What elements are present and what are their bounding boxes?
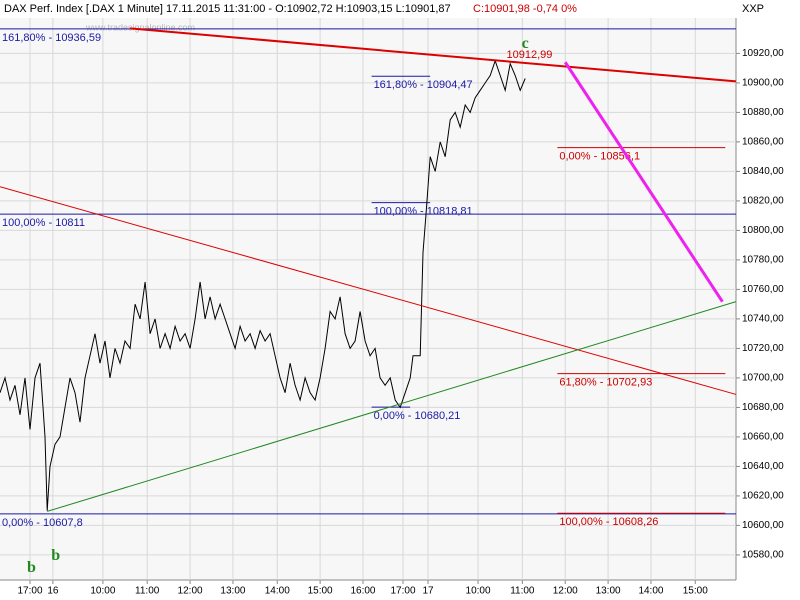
chart-title: DAX Perf. Index [.DAX 1 Minute] 17.11.20… <box>4 3 451 15</box>
y-tick-label: 10600,00 <box>742 520 784 531</box>
watermark: www.tradesignalonline.com <box>85 22 195 32</box>
price-line <box>0 59 526 511</box>
x-tick-label: 15:00 <box>308 586 333 597</box>
x-tick-label: 15:00 <box>683 586 708 597</box>
x-tick-label: 16:00 <box>350 586 375 597</box>
trendline <box>47 301 737 512</box>
trendline <box>0 186 737 395</box>
y-tick-label: 10800,00 <box>742 225 784 236</box>
x-tick-label: 14:00 <box>265 586 290 597</box>
y-tick-label: 10900,00 <box>742 78 784 89</box>
level-label: 0,00% - 10607,8 <box>2 517 83 529</box>
corner-label: XXP <box>742 3 764 15</box>
y-tick-label: 10760,00 <box>742 284 784 295</box>
level-label: 161,80% - 10904,47 <box>374 79 473 91</box>
x-tick-label: 17:00 <box>17 586 42 597</box>
x-tick-label: 10:00 <box>90 586 115 597</box>
trendline <box>129 27 737 83</box>
y-tick-label: 10580,00 <box>742 550 784 561</box>
x-tick-label: 13:00 <box>220 586 245 597</box>
annotation: 10912,99 <box>507 49 553 61</box>
level-label: 100,00% - 10818,81 <box>374 206 473 218</box>
x-tick-label: 13:00 <box>596 586 621 597</box>
x-tick-label: 12:00 <box>178 586 203 597</box>
y-tick-label: 10620,00 <box>742 491 784 502</box>
y-tick-label: 10820,00 <box>742 196 784 207</box>
x-tick-label: 11:00 <box>135 586 160 597</box>
x-tick-label: 17 <box>422 586 434 597</box>
annotation: b <box>51 547 60 564</box>
x-tick-label: 14:00 <box>638 586 663 597</box>
y-tick-label: 10740,00 <box>742 314 784 325</box>
x-tick-label: 16 <box>47 586 59 597</box>
level-label: 0,00% - 10680,21 <box>374 410 461 422</box>
y-tick-label: 10860,00 <box>742 137 784 148</box>
x-tick-label: 11:00 <box>510 586 535 597</box>
level-label: 61,80% - 10702,93 <box>559 377 652 389</box>
plot-area <box>0 18 736 580</box>
y-tick-label: 10680,00 <box>742 402 784 413</box>
y-tick-label: 10880,00 <box>742 107 784 118</box>
annotation: b <box>27 559 36 576</box>
level-label: 100,00% - 10811 <box>2 217 85 229</box>
level-label: 100,00% - 10608,26 <box>559 516 658 528</box>
x-tick-label: 17:00 <box>390 586 415 597</box>
close-label: C:10901,98 -0,74 0% <box>473 3 577 15</box>
y-tick-label: 10640,00 <box>742 461 784 472</box>
y-tick-label: 10660,00 <box>742 432 784 443</box>
trendline <box>563 61 724 303</box>
y-tick-label: 10920,00 <box>742 48 784 59</box>
x-tick-label: 10:00 <box>466 586 491 597</box>
y-tick-label: 10720,00 <box>742 343 784 354</box>
annotation: c <box>522 35 529 52</box>
y-tick-label: 10840,00 <box>742 166 784 177</box>
y-tick-label: 10700,00 <box>742 373 784 384</box>
level-label: 0,00% - 10856,1 <box>559 151 640 163</box>
level-label: 161,80% - 10936,59 <box>2 32 101 44</box>
x-tick-label: 12:00 <box>553 586 578 597</box>
y-tick-label: 10780,00 <box>742 255 784 266</box>
